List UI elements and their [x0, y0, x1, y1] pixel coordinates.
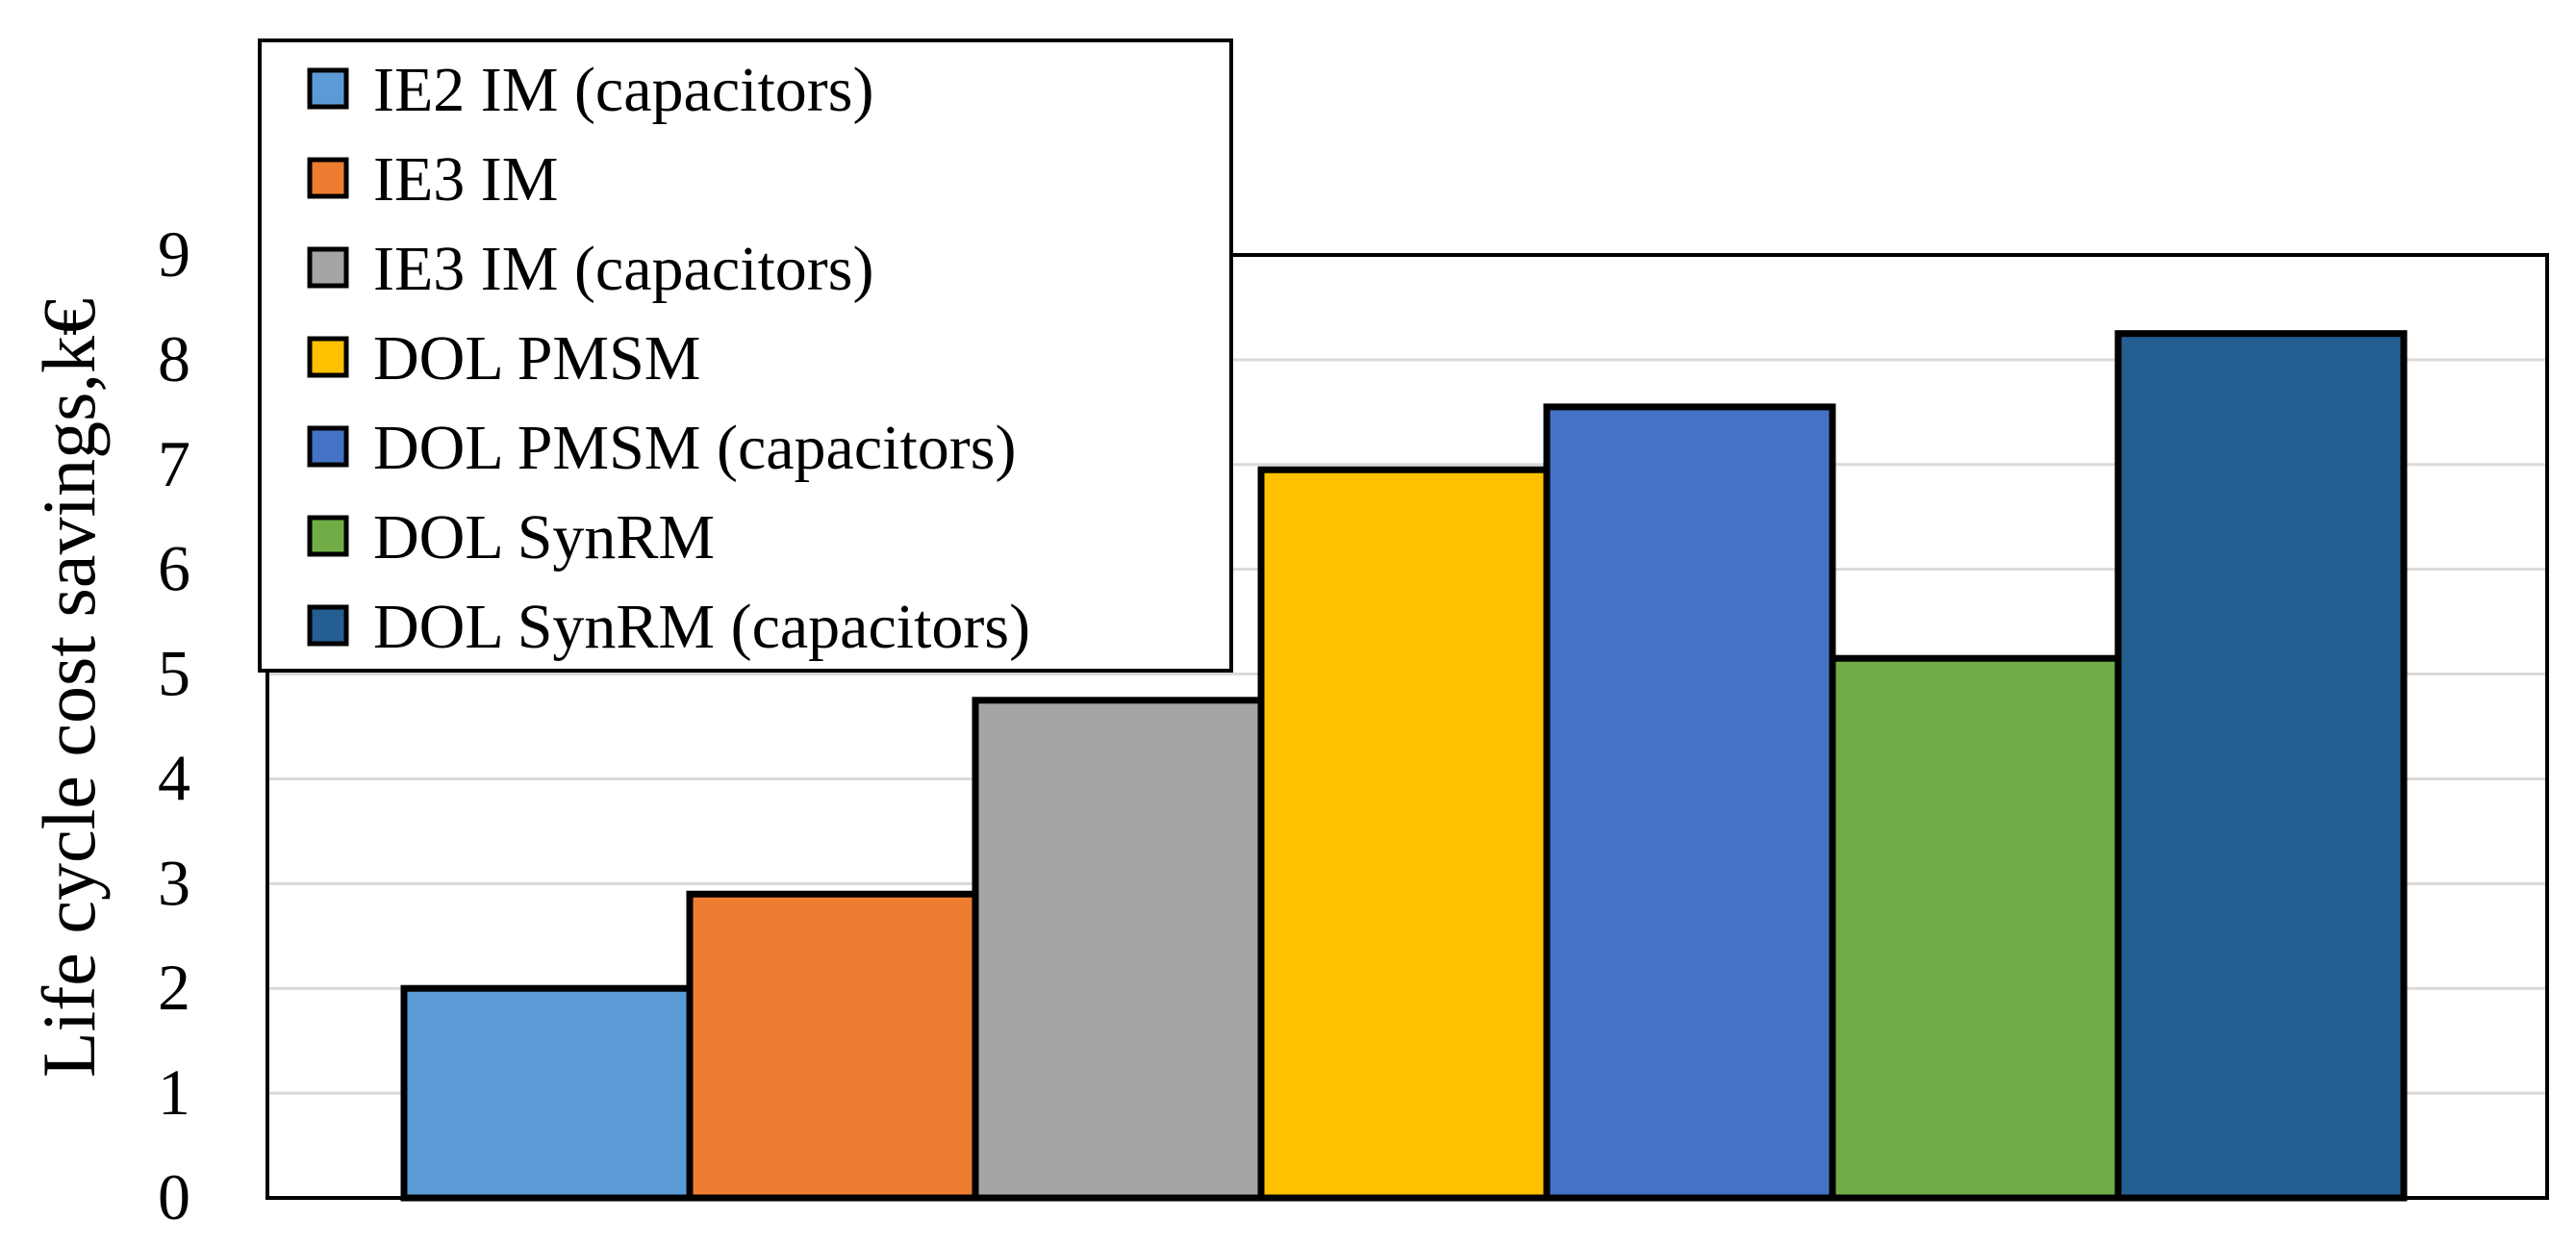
- legend: IE2 IM (capacitors) IE3 IM IE3 IM (capacit…: [258, 38, 1233, 673]
- legend-label: DOL PMSM: [373, 323, 700, 394]
- y-tick-label: 9: [158, 217, 190, 291]
- bar: [1257, 466, 1551, 1202]
- bar: [400, 984, 694, 1202]
- y-tick-label: 7: [158, 427, 190, 500]
- bar: [1829, 654, 2122, 1202]
- legend-label: IE3 IM (capacitors): [373, 234, 873, 304]
- bar: [972, 697, 1265, 1202]
- legend-swatch: [307, 157, 349, 199]
- legend-swatch: [307, 515, 349, 557]
- y-tick-labels: 0 1 2 3 4 5 6 7 8 9: [158, 217, 190, 1234]
- legend-swatch: [307, 425, 349, 468]
- legend-label: DOL SynRM (capacitors): [373, 592, 1030, 662]
- bar: [2114, 330, 2408, 1202]
- legend-label: IE2 IM (capacitors): [373, 55, 873, 125]
- plot-frame: [265, 253, 2549, 1200]
- y-axis-title: Life cycle cost savings,k€: [27, 298, 111, 1078]
- legend-box: [258, 38, 1233, 673]
- bar: [686, 890, 979, 1202]
- y-tick-label: 5: [158, 637, 190, 710]
- legend-swatch: [307, 246, 349, 289]
- legend-swatch: [307, 336, 349, 378]
- y-tick-label: 1: [158, 1056, 190, 1129]
- y-tick-label: 0: [158, 1160, 190, 1234]
- y-tick-label: 3: [158, 846, 190, 919]
- legend-label: IE3 IM: [373, 144, 558, 215]
- y-tick-label: 2: [158, 951, 190, 1024]
- legend-swatch: [307, 604, 349, 647]
- y-tick-label: 8: [158, 322, 190, 395]
- y-tick-label: 6: [158, 532, 190, 605]
- legend-label: DOL SynRM: [373, 502, 715, 573]
- bars: [400, 330, 2408, 1202]
- bar: [1543, 403, 1836, 1202]
- legend-swatch: [307, 67, 349, 110]
- legend-label: DOL PMSM (capacitors): [373, 413, 1016, 483]
- y-tick-label: 4: [158, 741, 190, 814]
